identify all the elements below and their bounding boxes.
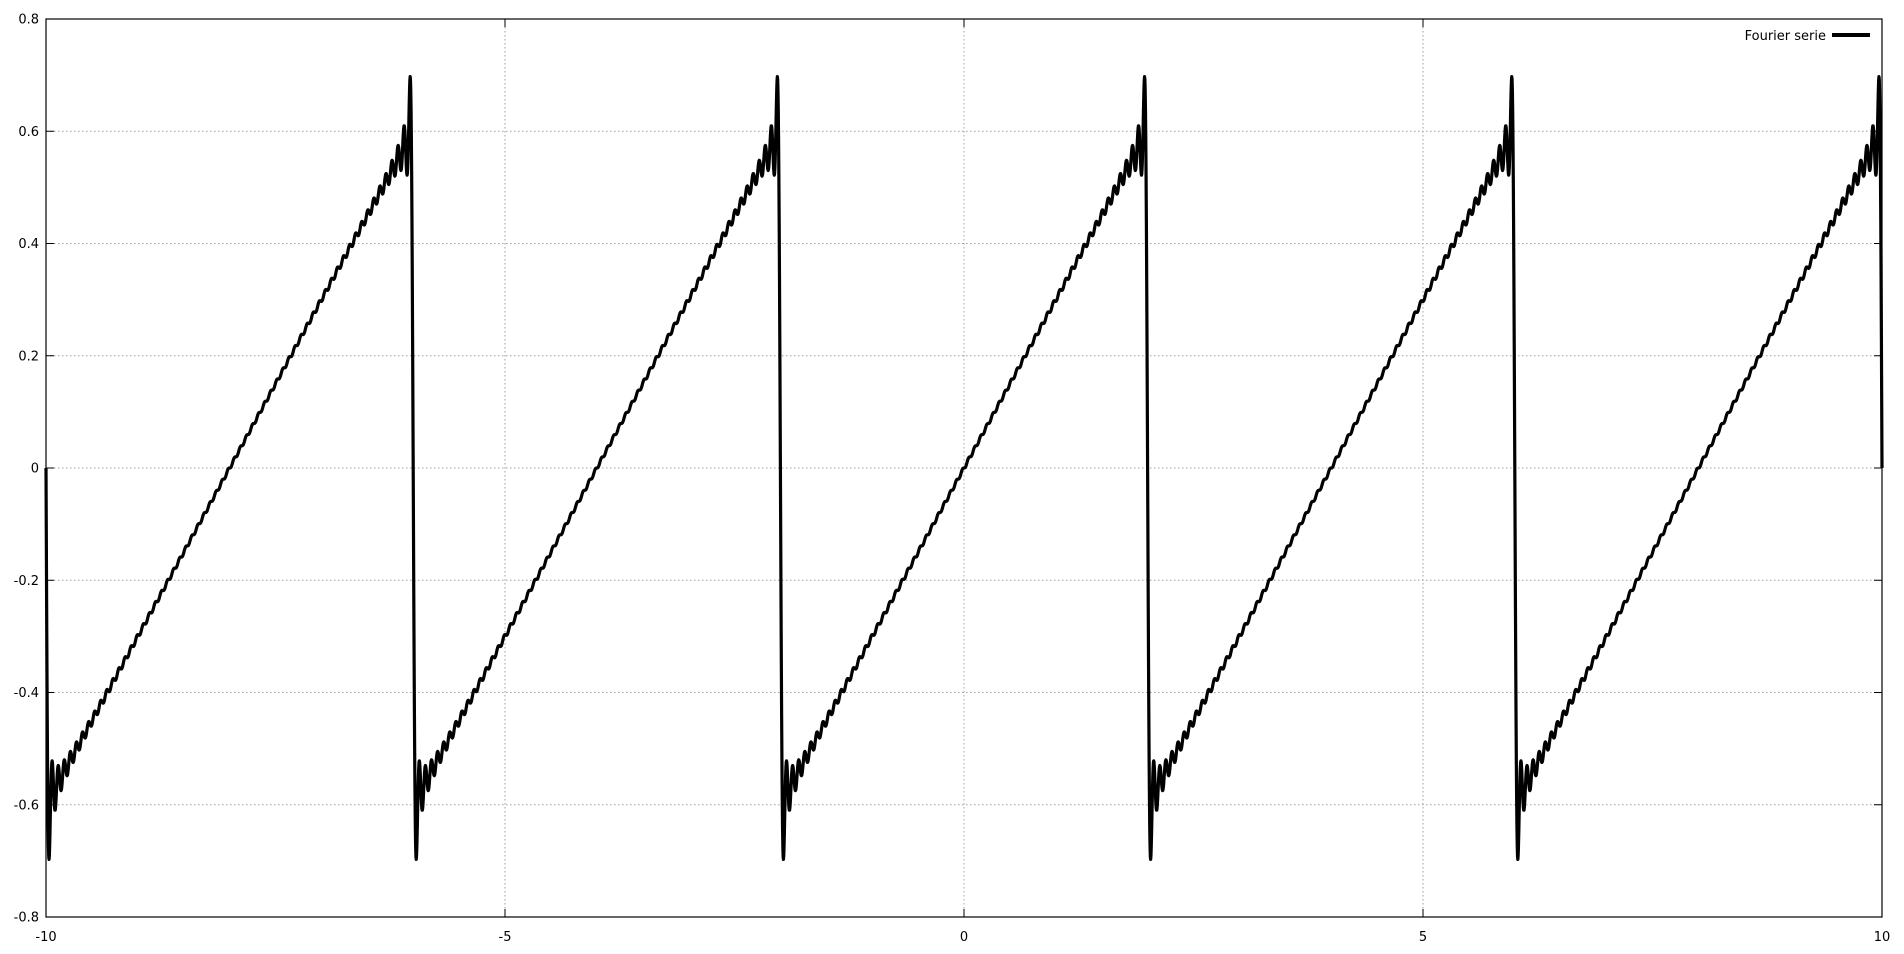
x-tick-label: 5 bbox=[1419, 930, 1427, 945]
x-tick-label: -10 bbox=[35, 930, 56, 945]
x-tick-label: -5 bbox=[499, 930, 512, 945]
y-tick-label: 0.6 bbox=[18, 125, 39, 140]
y-tick-label: 0.8 bbox=[18, 13, 39, 28]
x-tick-label: 0 bbox=[960, 930, 968, 945]
y-tick-label: -0.4 bbox=[14, 686, 39, 701]
legend-label: Fourier serie bbox=[1745, 29, 1826, 44]
x-tick-label: 10 bbox=[1874, 930, 1891, 945]
series-line-fourier bbox=[44, 75, 1884, 861]
legend: Fourier serie bbox=[1745, 29, 1870, 44]
y-tick-label: 0.4 bbox=[18, 237, 39, 252]
axis-ticks: -10 -5 0 5 10 -0.8 -0.6 -0.4 -0.2 0 0.2 0.4 0.6 0.8 bbox=[14, 13, 1891, 946]
y-tick-label: 0 bbox=[31, 462, 39, 477]
y-tick-label: -0.8 bbox=[14, 911, 39, 926]
y-tick-label: -0.6 bbox=[14, 798, 39, 813]
series-layer bbox=[44, 75, 1884, 861]
y-tick-label: -0.2 bbox=[14, 574, 39, 589]
plot-frame bbox=[45, 18, 1883, 918]
y-tick-label: 0.2 bbox=[18, 349, 39, 364]
